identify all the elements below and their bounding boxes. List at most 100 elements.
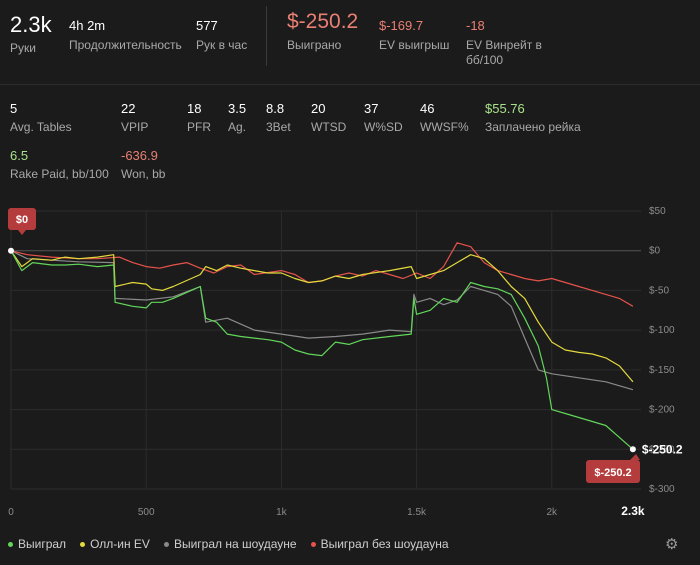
stat-value: $-250.2 — [287, 10, 359, 33]
y-tick-label: $-200 — [649, 405, 675, 416]
chart-badges: $-250.2 $0 $-250.2 — [8, 208, 683, 483]
stat-value: 4h 2m — [69, 18, 106, 33]
stat-ev-won: $-169.7 EV выигрыш — [379, 18, 449, 53]
legend-dot — [80, 541, 86, 547]
stat-value: 6.5 — [10, 148, 29, 163]
legend-dot — [163, 541, 169, 547]
chart-series — [8, 242, 636, 453]
end-badge — [586, 460, 640, 483]
stat-w-sd: 37 W%SD — [364, 101, 403, 135]
series-line-won — [10, 250, 634, 450]
stat-ev-winrate: -18 EV Винрейт в бб/100 — [466, 18, 561, 68]
stat-hands-per-hour: 577 Рук в час — [196, 18, 247, 53]
stat-value: $55.76 — [485, 101, 525, 116]
legend-item-ev[interactable]: Олл-ин EV — [80, 537, 150, 551]
legend-item-showdown[interactable]: Выиграл на шоудауне — [163, 537, 297, 551]
stat-value: 8.8 — [266, 101, 285, 116]
stat-value: 20 — [311, 101, 326, 116]
x-tick-label: 2k — [546, 507, 558, 518]
stat-aggression: 3.5 Ag. — [228, 101, 246, 135]
stat-hands: 2.3k Руки — [10, 12, 52, 56]
x-tick-label: 500 — [138, 507, 155, 518]
stat-value: -636.9 — [121, 148, 158, 163]
stat-label: Продолжительность — [69, 38, 182, 52]
chart-grid — [10, 210, 641, 490]
stat-value: 37 — [364, 101, 379, 116]
x-tick-label: 1.5k — [407, 507, 427, 518]
x-tick-label: 1k — [276, 507, 288, 518]
end-point — [629, 446, 636, 453]
series-line-nonshowdown — [10, 242, 634, 307]
gear-icon[interactable]: ⚙ — [665, 536, 679, 553]
stat-label: VPIP — [121, 120, 149, 134]
stat-label: 3Bet — [266, 120, 291, 134]
legend-item-nonshowdown[interactable]: Выиграл без шоудауна — [310, 537, 449, 551]
stat-value: 2.3k — [10, 12, 52, 37]
stat-label: WWSF% — [420, 120, 469, 134]
start-point — [8, 247, 14, 254]
start-badge — [8, 208, 36, 230]
stat-value: 22 — [121, 101, 136, 116]
stat-value: $-169.7 — [379, 18, 424, 33]
stat-value: -18 — [466, 18, 485, 33]
stat-value: 18 — [187, 101, 202, 116]
stat-won: $-250.2 Выиграно — [287, 10, 358, 53]
legend-label: Выиграл — [18, 537, 67, 551]
stat-label: Руки — [10, 41, 36, 55]
stat-label: EV выигрыш — [379, 38, 450, 52]
stat-label: Ag. — [228, 120, 247, 134]
legend-label: Олл-ин EV — [90, 537, 150, 551]
x-axis-ticks: 0 500 1k 1.5k 2k 2.3k — [8, 504, 645, 518]
start-badge-label: $0 — [16, 214, 28, 226]
x-tick-label: 2.3k — [621, 504, 645, 518]
stat-label: W%SD — [364, 120, 403, 134]
stat-wwsf: 46 WWSF% — [420, 101, 469, 135]
end-badge-pointer — [630, 454, 640, 460]
y-tick-label: $-300 — [649, 484, 675, 495]
stat-label: Заплачено рейка — [485, 120, 581, 134]
stat-rake-bb100: 6.5 Rake Paid, bb/100 — [10, 148, 109, 182]
stat-3bet: 8.8 3Bet — [266, 101, 291, 135]
stat-vpip: 22 VPIP — [121, 101, 148, 135]
divider — [266, 6, 267, 66]
stat-label: Выиграно — [287, 38, 342, 52]
stat-value: 3.5 — [228, 101, 247, 116]
end-badge-label: $-250.2 — [594, 467, 631, 479]
stat-value: 577 — [196, 18, 218, 33]
y-tick-label: $-50 — [649, 285, 669, 296]
stat-wtsd: 20 WTSD — [311, 101, 346, 135]
stat-label: PFR — [187, 120, 211, 134]
chart-legend: Выиграл Олл-ин EV Выиграл на шоудауне Вы… — [8, 537, 449, 551]
end-value-label: $-250.2 — [642, 442, 683, 456]
legend-dot — [310, 541, 316, 547]
stat-won-bb: -636.9 Won, bb — [121, 148, 165, 182]
y-tick-label: $-100 — [649, 325, 675, 336]
legend-item-won[interactable]: Выиграл — [8, 537, 66, 551]
series-line-ev — [10, 250, 634, 383]
series-line-showdown — [10, 250, 634, 391]
legend-label: Выиграл без шоудауна — [320, 537, 449, 551]
legend-label: Выиграл на шоудауне — [173, 537, 297, 551]
stat-rake-paid: $55.76 Заплачено рейка — [485, 101, 581, 135]
stat-value: 5 — [10, 101, 18, 116]
y-axis-ticks: $50 $0 $-50 $-100 $-150 $-200 $-250 $-300 — [649, 206, 675, 495]
legend-dot — [8, 541, 13, 547]
y-tick-label: $0 — [649, 246, 661, 257]
stat-label: Рук в час — [196, 38, 248, 52]
stat-label: EV Винрейт в бб/100 — [466, 38, 542, 67]
stat-label: Rake Paid, bb/100 — [10, 167, 109, 181]
divider — [0, 84, 700, 85]
start-badge-pointer — [18, 230, 26, 235]
y-tick-label: $-150 — [649, 365, 675, 376]
stat-value: 46 — [420, 101, 435, 116]
stat-pfr: 18 PFR — [187, 101, 211, 135]
y-tick-label: $-250 — [649, 444, 675, 455]
x-tick-label: 0 — [8, 507, 14, 518]
winnings-chart: $50 $0 $-50 $-100 $-150 $-200 $-250 $-300 0 500 1… — [8, 206, 683, 518]
stat-label: Won, bb — [121, 167, 166, 181]
stat-duration: 4h 2m Продолжительность — [69, 18, 182, 53]
stat-avg-tables: 5 Avg. Tables — [10, 101, 72, 135]
y-tick-label: $50 — [649, 206, 666, 217]
stat-label: WTSD — [311, 120, 347, 134]
stat-label: Avg. Tables — [10, 120, 72, 134]
